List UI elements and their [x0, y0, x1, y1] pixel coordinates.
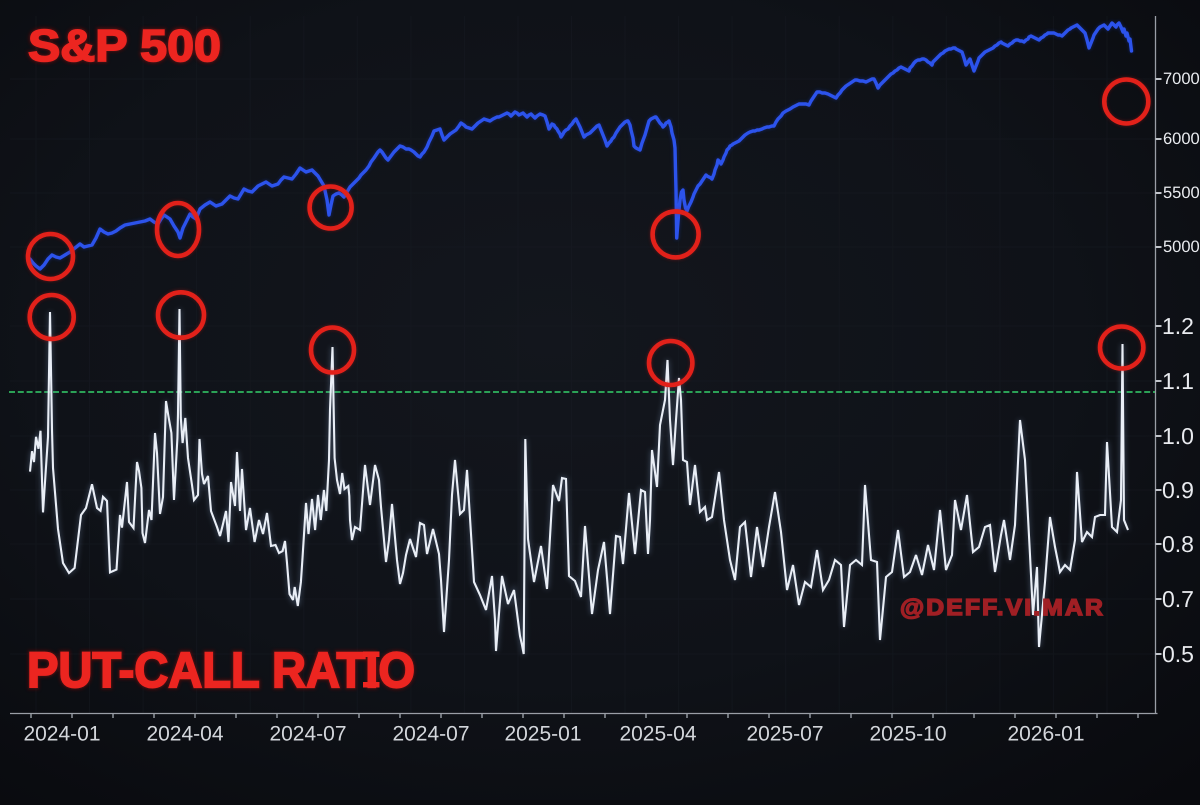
svg-text:S&P 500: S&P 500: [28, 20, 221, 71]
svg-text:@DEFF.VI.MAR: @DEFF.VI.MAR: [900, 594, 1105, 620]
svg-text:5000: 5000: [1163, 238, 1200, 256]
svg-text:2024-04: 2024-04: [146, 722, 223, 745]
svg-text:S&P 500: S&P 500: [28, 20, 221, 71]
svg-text:0.7: 0.7: [1162, 586, 1194, 612]
svg-text:2025-04: 2025-04: [619, 722, 696, 745]
svg-text:2025-07: 2025-07: [746, 722, 823, 745]
svg-text:2024-01: 2024-01: [23, 722, 100, 745]
svg-text:7000: 7000: [1163, 70, 1200, 88]
svg-text:0.8: 0.8: [1162, 531, 1194, 557]
svg-text:2024-07: 2024-07: [392, 722, 469, 745]
svg-text:2025-01: 2025-01: [504, 722, 581, 745]
svg-text:PUT-CALL RATIO: PUT-CALL RATIO: [27, 642, 415, 698]
svg-text:0.9: 0.9: [1162, 477, 1194, 503]
svg-text:0.5: 0.5: [1162, 641, 1194, 667]
svg-text:1.2: 1.2: [1162, 313, 1194, 339]
svg-text:1.0: 1.0: [1162, 423, 1194, 449]
svg-text:2025-10: 2025-10: [869, 722, 946, 745]
svg-text:2024-07: 2024-07: [269, 722, 346, 745]
svg-text:5500: 5500: [1163, 184, 1200, 202]
svg-text:1.1: 1.1: [1162, 368, 1194, 394]
svg-text:PUT-CALL RATIO: PUT-CALL RATIO: [27, 642, 415, 698]
svg-text:2026-01: 2026-01: [1007, 722, 1084, 745]
svg-text:6000: 6000: [1163, 130, 1200, 148]
